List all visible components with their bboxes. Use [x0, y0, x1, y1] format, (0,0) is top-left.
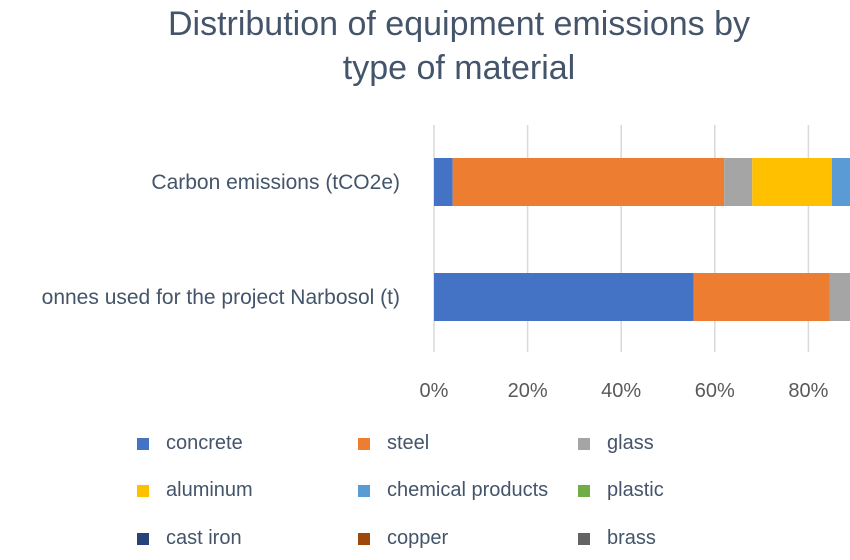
legend-item: copper	[358, 527, 448, 550]
x-tick-label: 80%	[788, 380, 828, 402]
legend-item: plastic	[578, 479, 664, 502]
legend-label: cast iron	[166, 527, 242, 549]
legend-label: chemical products	[387, 479, 549, 501]
stacked-bar-chart: 0% 20% 40% 60% 80% Carbon emissions (tCO2e) on…	[42, 125, 850, 402]
legend-item: brass	[578, 527, 656, 550]
chart-title-line-1: Distribution of equipment emissions by	[167, 5, 751, 43]
category-label: Carbon emissions (tCO2e)	[151, 171, 400, 194]
legend-label: plastic	[607, 479, 664, 501]
bar-segment-chemical-products	[831, 158, 850, 206]
bar-segment-glass	[829, 273, 850, 321]
legend-item: chemical products	[358, 479, 548, 502]
bar-segment-steel	[452, 158, 725, 206]
legend-swatch	[137, 437, 149, 450]
category-label: onnes used for the project Narbosol (t)	[42, 286, 400, 309]
legend-swatch	[358, 484, 370, 497]
legend-item: steel	[358, 432, 429, 455]
legend-item: aluminum	[137, 479, 253, 502]
bar-segment-aluminum	[752, 158, 832, 206]
bar-segment-concrete	[434, 158, 453, 206]
chart-title: Distribution of equipment emissions by t…	[0, 2, 850, 90]
bar-segment-steel	[693, 273, 830, 321]
legend-label: concrete	[166, 432, 243, 454]
legend-item: concrete	[137, 432, 243, 455]
legend-item: cast iron	[137, 527, 242, 550]
legend-swatch	[137, 532, 149, 545]
legend-label: aluminum	[166, 479, 253, 501]
legend-swatch	[358, 437, 370, 450]
legend-swatch	[578, 484, 590, 497]
legend-label: brass	[607, 527, 656, 549]
legend-label: copper	[387, 527, 449, 549]
chart-title-line-2: type of material	[342, 49, 576, 87]
bar-segment-glass	[724, 158, 753, 206]
legend-swatch	[578, 532, 590, 545]
bar-segment-concrete	[434, 273, 694, 321]
x-tick-label: 60%	[695, 380, 735, 402]
x-tick-label: 40%	[601, 380, 641, 402]
legend-item: glass	[578, 432, 654, 455]
legend-swatch	[578, 437, 590, 450]
x-tick-label: 0%	[420, 380, 449, 402]
legend-label: glass	[607, 432, 654, 454]
legend-label: steel	[387, 432, 430, 454]
x-tick-label: 20%	[508, 380, 548, 402]
legend-swatch	[137, 484, 149, 497]
legend-swatch	[358, 532, 370, 545]
